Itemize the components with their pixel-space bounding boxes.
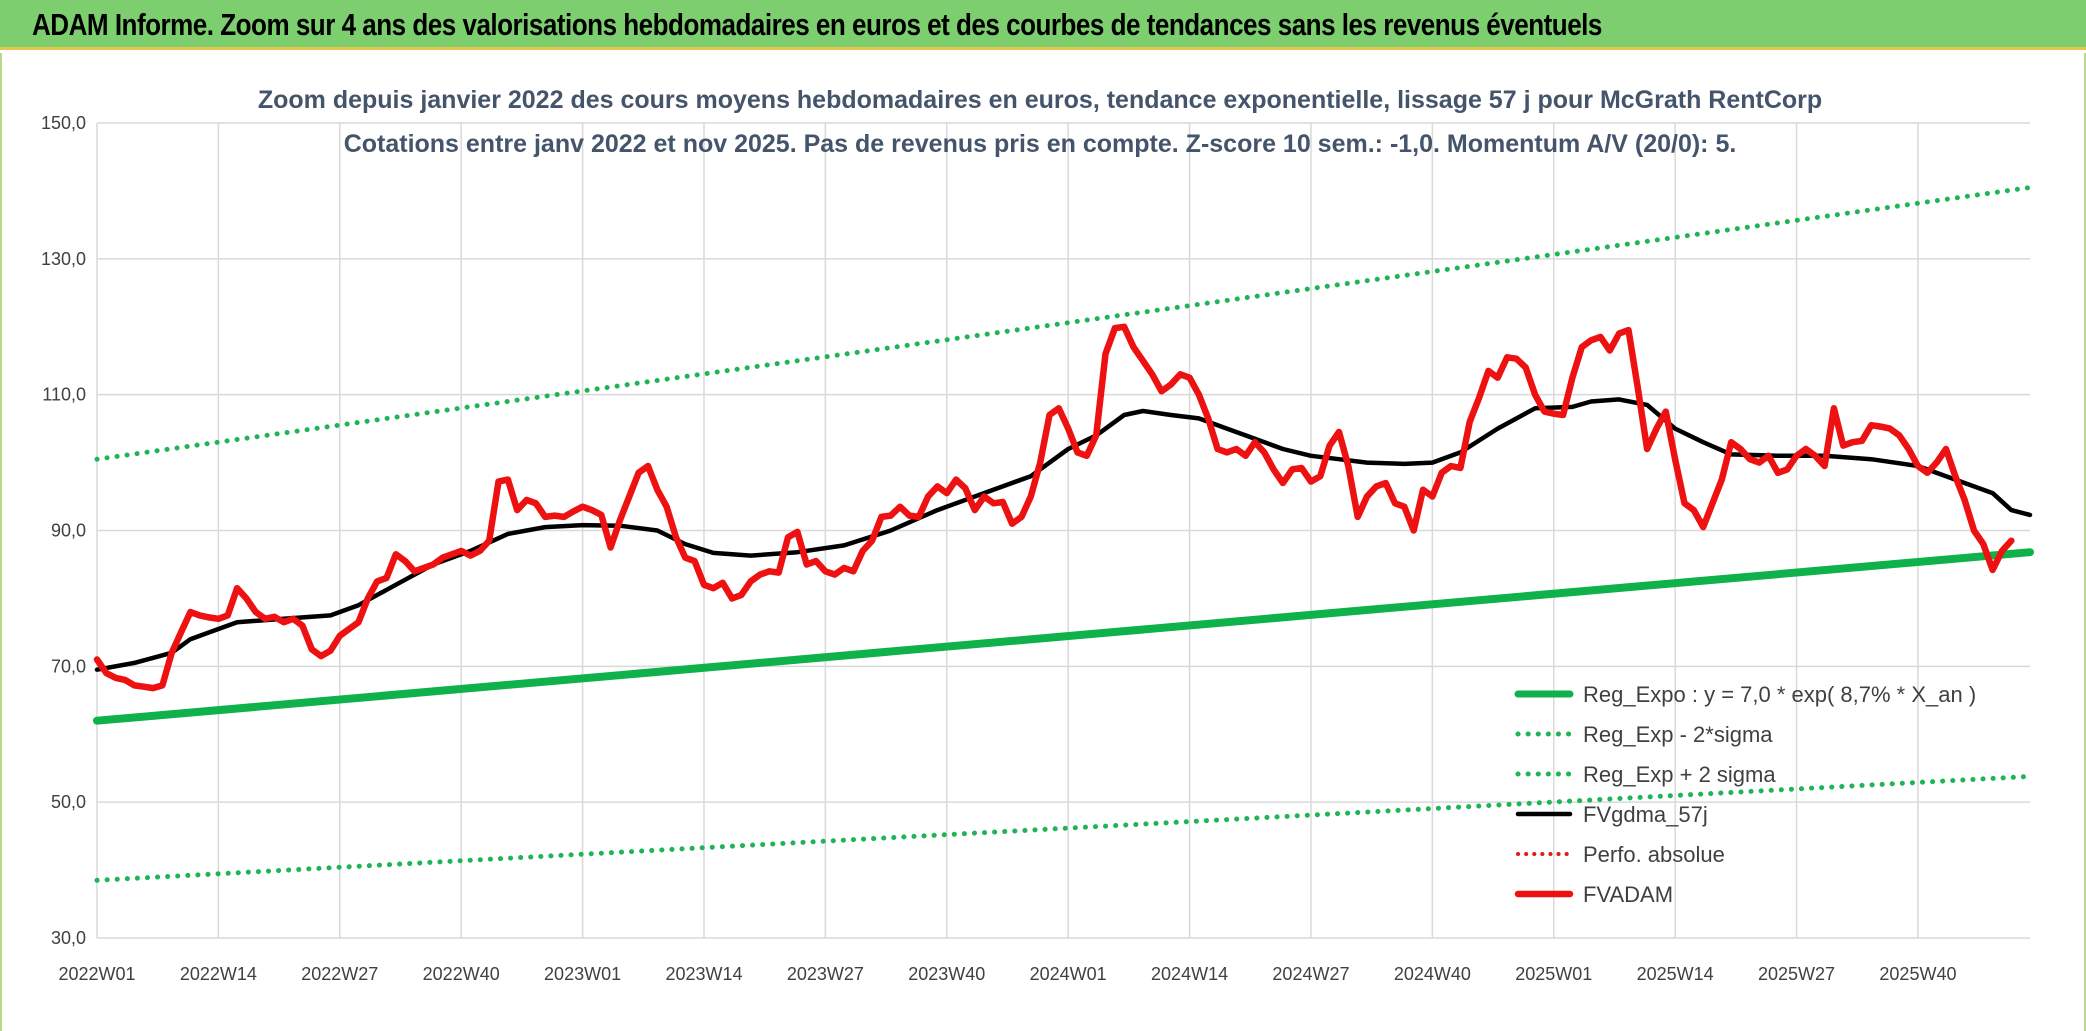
page-title: ADAM Informe. Zoom sur 4 ans des valoris… (32, 7, 1602, 42)
y-tick-label: 70,0 (51, 656, 86, 676)
x-axis: 2022W01 2022W14 2022W27 2022W40 2023W01 2023W… (58, 964, 1956, 984)
y-tick-label: 150,0 (41, 113, 86, 133)
legend-label: Reg_Exp + 2 sigma (1583, 762, 1776, 787)
x-tick-label: 2025W14 (1637, 964, 1714, 984)
y-tick-label: 30,0 (51, 928, 86, 948)
x-tick-label: 2022W40 (423, 964, 500, 984)
header-banner: ADAM Informe. Zoom sur 4 ans des valoris… (0, 0, 2086, 50)
grid (96, 122, 2030, 939)
y-tick-label: 130,0 (41, 249, 86, 269)
legend-label: Perfo. absolue (1583, 842, 1725, 867)
legend-label: FVADAM (1583, 882, 1673, 907)
y-tick-label: 50,0 (51, 792, 86, 812)
x-tick-label: 2023W14 (665, 964, 742, 984)
x-tick-label: 2024W14 (1151, 964, 1228, 984)
chart-subtitle: Cotations entre janv 2022 et nov 2025. P… (344, 130, 1737, 158)
y-tick-label: 110,0 (42, 385, 86, 405)
legend-label: FVgdma_57j (1583, 802, 1708, 827)
x-tick-label: 2022W01 (58, 964, 135, 984)
x-tick-label: 2025W27 (1758, 964, 1835, 984)
series-reg-expo (93, 548, 2034, 725)
series-fvgdma-57j (94, 397, 2033, 672)
legend-label: Reg_Expo : y = 7,0 * exp( 8,7% * X_an ) (1583, 682, 1976, 707)
chart-title: Zoom depuis janvier 2022 des cours moyen… (258, 86, 1822, 114)
legend-label: Reg_Exp - 2*sigma (1583, 722, 1773, 747)
legend: Reg_Expo : y = 7,0 * exp( 8,7% * X_an ) R… (1514, 682, 1976, 907)
chart-frame (0, 53, 2086, 1031)
series-fvadam (93, 323, 2015, 692)
x-tick-label: 2022W14 (180, 964, 257, 984)
x-tick-label: 2024W40 (1394, 964, 1471, 984)
x-tick-label: 2024W01 (1030, 964, 1107, 984)
x-tick-label: 2025W01 (1515, 964, 1592, 984)
y-tick-label: 90,0 (51, 521, 86, 541)
plot-area (93, 185, 2034, 883)
x-tick-label: 2022W27 (301, 964, 378, 984)
y-axis: 30,0 50,0 70,0 90,0 110,0 130,0 150,0 (41, 113, 86, 948)
x-tick-label: 2023W40 (908, 964, 985, 984)
series-reg-minus-2sigma (94, 773, 2033, 883)
x-tick-label: 2025W40 (1879, 964, 1956, 984)
x-tick-label: 2023W01 (544, 964, 621, 984)
x-tick-label: 2023W27 (787, 964, 864, 984)
x-tick-label: 2024W27 (1272, 964, 1349, 984)
series-reg-plus-2sigma (94, 185, 2033, 462)
